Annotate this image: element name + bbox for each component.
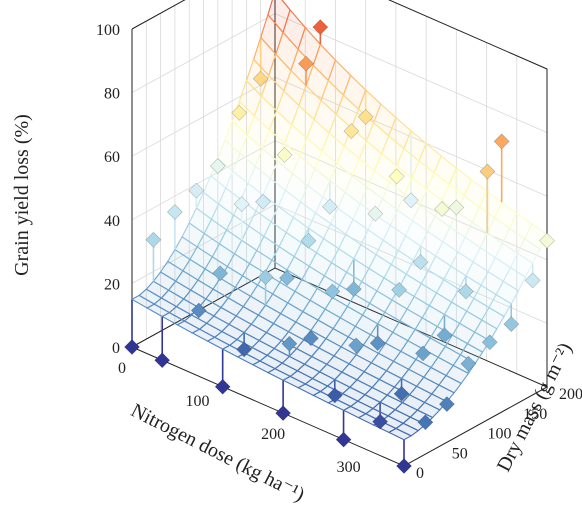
- z-tick-label: 20: [104, 276, 120, 293]
- data-point: [434, 201, 450, 217]
- data-point: [391, 281, 408, 298]
- data-point: [276, 146, 293, 163]
- data-point: [124, 339, 140, 355]
- data-point: [275, 405, 292, 422]
- data-point: [524, 272, 541, 289]
- data-point: [448, 199, 465, 216]
- data-point: [460, 355, 477, 372]
- data-point: [343, 123, 360, 140]
- y-tick-label: 150: [523, 406, 547, 423]
- data-point: [415, 345, 431, 362]
- data-point: [417, 414, 434, 431]
- surface-cell: [387, 427, 413, 441]
- data-point: [312, 19, 329, 36]
- top-edges: [131, 0, 548, 387]
- z-tick-label: 40: [104, 213, 120, 230]
- data-point: [252, 70, 269, 87]
- data-point: [188, 182, 205, 199]
- x-tick-label: 0: [118, 360, 126, 377]
- data-point: [214, 378, 231, 395]
- data-point: [388, 168, 405, 185]
- y-tick-label: 100: [488, 426, 512, 443]
- data-point: [279, 270, 295, 286]
- x-tick-label: 100: [186, 393, 210, 410]
- data-point: [321, 198, 338, 215]
- tick-labels: 0 20 40 60 80 100 0 100 200 300 0 50 100 150 200: [96, 22, 582, 482]
- x-tick-label: 200: [261, 426, 285, 443]
- y-tick-label: 0: [416, 465, 424, 482]
- data-point: [324, 283, 341, 300]
- data-point: [154, 352, 171, 369]
- data-point: [348, 337, 365, 354]
- z-tick-label: 0: [112, 340, 120, 357]
- data-point: [233, 196, 250, 213]
- data-point: [345, 281, 362, 298]
- data-point: [231, 104, 248, 121]
- data-point: [412, 254, 429, 271]
- data-point: [326, 387, 343, 404]
- data-point: [236, 341, 253, 358]
- data-point: [145, 231, 162, 248]
- data-point: [166, 204, 183, 220]
- data-point: [539, 232, 555, 249]
- data-point: [372, 413, 389, 430]
- data-point: [298, 55, 314, 72]
- data-point: [393, 385, 410, 402]
- data-point: [457, 283, 474, 300]
- data-point: [302, 330, 319, 347]
- data-point: [212, 265, 229, 282]
- x-tick-label: 300: [337, 459, 361, 476]
- front-axes: [131, 29, 548, 467]
- data-markers: [124, 19, 555, 474]
- data-point: [403, 192, 419, 209]
- data-point: [369, 335, 386, 352]
- data-point: [493, 133, 510, 150]
- z-axis-title: Grain yield loss (%): [11, 114, 33, 276]
- data-point: [255, 193, 272, 210]
- data-point: [209, 158, 226, 174]
- data-point: [257, 269, 274, 286]
- data-point: [281, 335, 298, 352]
- data-point: [367, 205, 384, 222]
- data-point: [436, 327, 453, 344]
- z-tick-label: 80: [104, 86, 120, 103]
- data-point: [396, 458, 412, 474]
- z-tick-label: 100: [96, 22, 120, 39]
- data-point: [357, 108, 374, 125]
- data-point: [438, 396, 455, 413]
- data-point: [300, 232, 317, 249]
- data-point: [503, 316, 520, 333]
- fitted-surface: [130, 0, 548, 441]
- data-point: [335, 431, 352, 448]
- z-tick-label: 60: [104, 149, 120, 166]
- data-point: [190, 302, 207, 319]
- y-tick-label: 50: [452, 445, 468, 462]
- data-point: [479, 163, 496, 180]
- y-tick-label: 200: [559, 386, 582, 403]
- wall-gridlines: [131, 0, 548, 388]
- data-point: [481, 334, 498, 351]
